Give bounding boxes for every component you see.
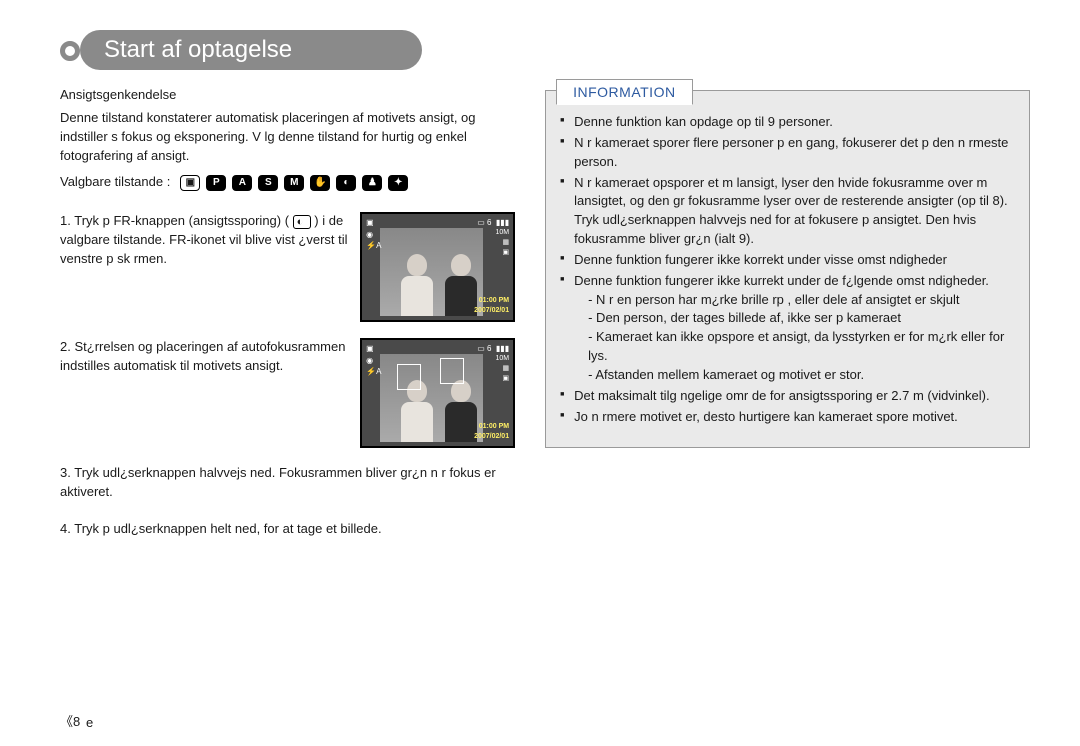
info-item-2: N r kameraet sporer flere personer p en …	[560, 134, 1015, 172]
step-2-body: St¿rrelsen og placeringen af autofokusra…	[60, 339, 345, 373]
left-column: Ansigtsgenkendelse Denne tilstand konsta…	[50, 86, 515, 557]
step-4: 4. Tryk p udl¿serknappen helt ned, for a…	[60, 520, 515, 539]
lcd-photo-2	[380, 354, 483, 442]
lcd-card-icon: ▭	[477, 344, 485, 353]
two-column-layout: Ansigtsgenkendelse Denne tilstand konsta…	[50, 86, 1030, 557]
mode-portrait-icon: ♟	[362, 175, 382, 191]
lcd-preview-2: ▣ ▭ 6 ▮▮▮ ◉ ⚡A 10M ▦ ▣ 01:00 PM	[360, 338, 515, 448]
info-item-5-text: Denne funktion fungerer ikke kurrekt und…	[574, 273, 989, 288]
info-sub-4: - Afstanden mellem kameraet og motivet e…	[588, 366, 1015, 385]
page-title-container: Start af optagelse	[60, 30, 1030, 72]
info-item-7: Jo n rmere motivet er, desto hurtigere k…	[560, 408, 1015, 427]
step-2-text: 2. St¿rrelsen og placeringen af autofoku…	[60, 338, 350, 448]
intro-paragraph: Denne tilstand konstaterer automatisk pl…	[60, 109, 515, 166]
lcd-size: 10M	[495, 228, 509, 238]
title-bullet-icon	[60, 41, 80, 61]
lcd-time: 01:00 PM	[479, 296, 509, 306]
mode-night-icon: ◐	[336, 175, 356, 191]
lcd-quality-icon: ▦	[495, 238, 509, 248]
lcd-flash-icon: ⚡A	[366, 241, 381, 251]
step-2: 2. St¿rrelsen og placeringen af autofoku…	[60, 338, 515, 448]
lcd-photo-1	[380, 228, 483, 316]
info-sub-2: - Den person, der tages billede af, ikke…	[588, 309, 1015, 328]
info-sub-3: - Kameraet kan ikke opspore et ansigt, d…	[588, 328, 1015, 366]
info-sub-1: - N r en person har m¿rke brille rp , el…	[588, 291, 1015, 310]
lcd-top-row: ▣ ▭ 6 ▮▮▮	[366, 343, 509, 355]
lcd-left-icons: ◉ ⚡A	[366, 356, 381, 377]
step-1-screenshot: ▣ ▭ 6 ▮▮▮ ◉ ⚡A 10M ▦ ▣ 01:00 PM	[360, 212, 515, 322]
focus-frame-1	[397, 364, 421, 390]
step-4-number: 4.	[60, 521, 71, 536]
info-item-1: Denne funktion kan opdage op til 9 perso…	[560, 113, 1015, 132]
mode-program-icon: P	[206, 175, 226, 191]
lcd-right-icons: 10M ▦ ▣	[495, 354, 509, 383]
info-sub-list: - N r en person har m¿rke brille rp , el…	[574, 291, 1015, 385]
lcd-top-row: ▣ ▭ 6 ▮▮▮	[366, 217, 509, 229]
right-column: INFORMATION Denne funktion kan opdage op…	[545, 86, 1030, 557]
lcd-meter-icon: ▣	[495, 374, 509, 384]
lcd-mode-icon: ▣	[366, 343, 374, 355]
page-number: 《8	[60, 711, 80, 730]
lcd-date: 2007/02/01	[474, 306, 509, 316]
lcd-left-icons: ◉ ⚡A	[366, 230, 381, 251]
mode-children-icon: ✦	[388, 175, 408, 191]
step-2-number: 2.	[60, 339, 71, 354]
lcd-flash-icon: ⚡A	[366, 367, 381, 377]
lcd-right-icons: 10M ▦ ▣	[495, 228, 509, 257]
page-title: Start af optagelse	[80, 30, 422, 70]
info-item-5: Denne funktion fungerer ikke kurrekt und…	[560, 272, 1015, 385]
selectable-modes-row: Valgbare tilstande : ▣ P A S M ✋ ◐ ♟ ✦	[60, 173, 515, 192]
step-2-screenshot: ▣ ▭ 6 ▮▮▮ ◉ ⚡A 10M ▦ ▣ 01:00 PM	[360, 338, 515, 448]
lcd-size: 10M	[495, 354, 509, 364]
lcd-fr-icon: ◉	[366, 356, 381, 366]
step-1: 1. Tryk p FR-knappen (ansigtssporing) ( …	[60, 212, 515, 322]
subject-bride-icon	[398, 254, 436, 316]
mode-asr-icon: ✋	[310, 175, 330, 191]
lcd-mode-icon: ▣	[366, 217, 374, 229]
step-3: 3. Tryk udl¿serknappen halvvejs ned. Fok…	[60, 464, 515, 502]
lcd-shot-count: 6	[487, 218, 491, 227]
information-title: INFORMATION	[556, 79, 692, 105]
step-1-text: 1. Tryk p FR-knappen (ansigtssporing) ( …	[60, 212, 350, 322]
lcd-meter-icon: ▣	[495, 248, 509, 258]
lcd-card-icon: ▭	[477, 218, 485, 227]
lcd-quality-icon: ▦	[495, 364, 509, 374]
info-item-4: Denne funktion fungerer ikke korrekt und…	[560, 251, 1015, 270]
step-1-body: Tryk p FR-knappen (ansigtssporing) ( ) i…	[60, 213, 348, 266]
mode-auto-icon: ▣	[180, 175, 200, 191]
step-4-body: Tryk p udl¿serknappen helt ned, for at t…	[74, 521, 381, 536]
manual-page: Start af optagelse Ansigtsgenkendelse De…	[0, 0, 1080, 746]
lcd-fr-icon: ◉	[366, 230, 381, 240]
lcd-shot-count: 6	[487, 344, 491, 353]
step-3-body: Tryk udl¿serknappen halvvejs ned. Fokusr…	[60, 465, 496, 499]
lcd-time: 01:00 PM	[479, 422, 509, 432]
info-item-6: Det maksimalt tilg ngelige omr de for an…	[560, 387, 1015, 406]
information-list: Denne funktion kan opdage op til 9 perso…	[560, 113, 1015, 427]
lcd-preview-1: ▣ ▭ 6 ▮▮▮ ◉ ⚡A 10M ▦ ▣ 01:00 PM	[360, 212, 515, 322]
fr-button-icon	[293, 215, 311, 229]
info-item-3: N r kameraet opsporer et m lansigt, lyse…	[560, 174, 1015, 249]
mode-aperture-icon: A	[232, 175, 252, 191]
focus-frame-2	[440, 358, 464, 384]
page-side-marker: e	[86, 715, 93, 730]
lcd-battery-icon: ▮▮▮	[496, 344, 509, 353]
lcd-battery-icon: ▮▮▮	[496, 218, 509, 227]
mode-manual-icon: M	[284, 175, 304, 191]
step-1-number: 1.	[60, 213, 71, 228]
mode-shutter-icon: S	[258, 175, 278, 191]
modes-label: Valgbare tilstande :	[60, 173, 170, 192]
lcd-date: 2007/02/01	[474, 432, 509, 442]
information-box: INFORMATION Denne funktion kan opdage op…	[545, 90, 1030, 448]
step-3-number: 3.	[60, 465, 71, 480]
subheading: Ansigtsgenkendelse	[60, 86, 515, 105]
